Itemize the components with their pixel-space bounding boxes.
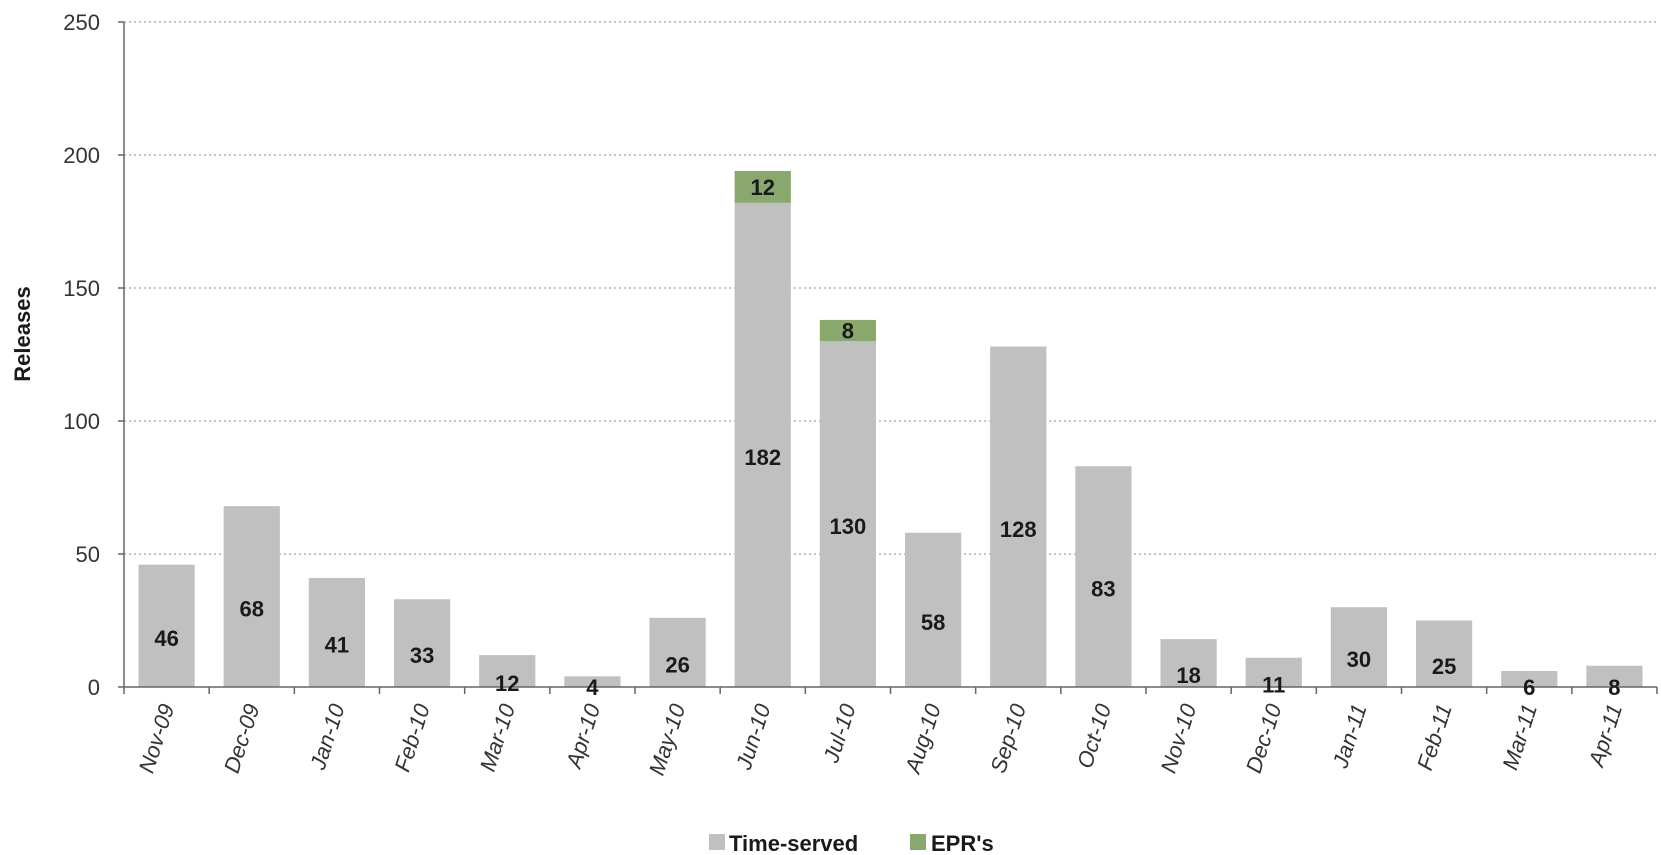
x-tick-label: Mar-10 bbox=[475, 700, 520, 774]
x-tick-label: Jan-10 bbox=[305, 700, 350, 773]
bar-time-served-may-10 bbox=[649, 617, 706, 687]
x-tick-label: Jan-11 bbox=[1327, 701, 1371, 772]
y-tick-label: 150 bbox=[63, 276, 100, 301]
x-tick-label: Jul-10 bbox=[818, 700, 861, 766]
data-label: 4 bbox=[586, 675, 599, 700]
x-tick-label: Jun-10 bbox=[731, 700, 776, 773]
bar-time-served-jan-10 bbox=[308, 577, 366, 687]
bar-time-served-dec-10 bbox=[1245, 657, 1302, 687]
bar-time-served-feb-11 bbox=[1415, 620, 1473, 687]
x-tick-label: Dec-10 bbox=[1241, 700, 1287, 776]
x-tick-label: Feb-10 bbox=[390, 700, 436, 775]
bar-time-served-mar-11 bbox=[1501, 671, 1558, 687]
bar-time-served-nov-09 bbox=[138, 564, 195, 687]
data-label: 46 bbox=[154, 626, 178, 651]
bar-time-served-nov-10 bbox=[1160, 639, 1217, 687]
data-label: 41 bbox=[325, 632, 349, 657]
bar-time-served-apr-11 bbox=[1586, 665, 1643, 687]
data-label: 130 bbox=[830, 514, 867, 539]
x-tick-label: Apr-10 bbox=[560, 700, 605, 773]
legend-label-eprs: EPR's bbox=[931, 831, 994, 855]
y-tick-label: 50 bbox=[76, 542, 100, 567]
data-label: 12 bbox=[495, 671, 519, 696]
x-tick-label: Dec-09 bbox=[219, 701, 265, 776]
gridlines bbox=[124, 21, 1657, 555]
legend-swatch-time-served bbox=[709, 834, 725, 850]
x-tick-label: Aug-10 bbox=[900, 700, 947, 778]
y-tick-label: 250 bbox=[63, 10, 100, 35]
x-tick-label: Nov-10 bbox=[1156, 700, 1202, 776]
bar-time-served-dec-09 bbox=[223, 506, 280, 687]
bar-time-served-mar-10 bbox=[479, 655, 536, 687]
axes bbox=[118, 21, 1658, 694]
data-label: 8 bbox=[1608, 675, 1620, 700]
bar-time-served-oct-10 bbox=[1075, 466, 1132, 687]
data-label: 11 bbox=[1262, 672, 1285, 697]
data-label: 182 bbox=[744, 445, 781, 470]
data-label: 26 bbox=[665, 652, 689, 677]
data-label: 25 bbox=[1432, 654, 1456, 679]
bar-time-served-feb-10 bbox=[393, 599, 451, 687]
data-label: 128 bbox=[1000, 517, 1037, 542]
data-label: 18 bbox=[1176, 663, 1200, 688]
data-label: 6 bbox=[1523, 675, 1535, 700]
y-tick-label: 200 bbox=[63, 143, 100, 168]
x-tick-label: Sep-10 bbox=[985, 700, 1031, 776]
x-tick-label: Nov-09 bbox=[134, 701, 180, 776]
bar-epr-s-jun-10 bbox=[734, 170, 791, 203]
x-tick-label: May-10 bbox=[644, 700, 691, 778]
legend: Time-served EPR's bbox=[709, 831, 994, 855]
bar-time-served-jul-10 bbox=[819, 341, 877, 687]
y-tick-labels: 0 50 100 150 200 250 bbox=[63, 10, 100, 700]
x-tick-label: Mar-11 bbox=[1497, 701, 1542, 773]
bar-time-served-apr-10 bbox=[564, 676, 621, 687]
bar-time-served-jan-11 bbox=[1330, 607, 1388, 687]
data-label: 83 bbox=[1091, 577, 1115, 602]
x-tick-label: Oct-10 bbox=[1072, 700, 1116, 771]
data-label: 33 bbox=[410, 643, 434, 668]
x-tick-labels: Nov-09 Dec-09 Jan-10 Feb-10 Mar-10 Apr-10 May-… bbox=[134, 700, 1628, 778]
data-label: 68 bbox=[240, 597, 264, 622]
y-tick-label: 100 bbox=[63, 409, 100, 434]
x-tick-label: Apr-11 bbox=[1583, 701, 1627, 772]
legend-label-time-served: Time-served bbox=[729, 831, 858, 855]
y-tick-label: 0 bbox=[88, 675, 100, 700]
legend-swatch-eprs bbox=[910, 834, 926, 850]
data-label: 30 bbox=[1347, 647, 1371, 672]
data-label: 58 bbox=[921, 610, 945, 635]
data-label: 12 bbox=[751, 175, 775, 200]
y-axis-title: Releases bbox=[10, 286, 35, 381]
data-label: 8 bbox=[842, 319, 854, 344]
bar-epr-s-jul-10 bbox=[819, 319, 877, 342]
x-tick-label: Feb-11 bbox=[1412, 701, 1457, 773]
bar-time-served-sep-10 bbox=[990, 346, 1047, 687]
bar-time-served-jun-10 bbox=[734, 202, 791, 687]
bars bbox=[138, 170, 1643, 687]
bar-time-served-aug-10 bbox=[904, 532, 962, 687]
